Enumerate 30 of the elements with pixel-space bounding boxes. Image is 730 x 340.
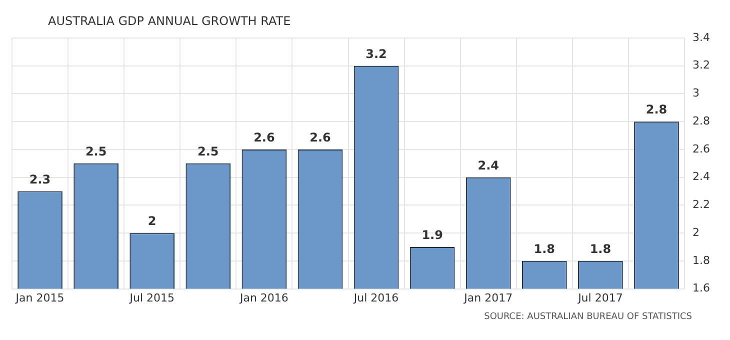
y-tick-label: 2.6 xyxy=(692,142,710,156)
data-label: 2.6 xyxy=(310,130,331,145)
x-tick-label: Jul 2016 xyxy=(352,291,399,304)
data-label: 1.9 xyxy=(422,228,443,242)
x-tick-label: Jan 2017 xyxy=(463,291,513,304)
y-tick-label: 2 xyxy=(692,226,700,239)
data-label: 2.3 xyxy=(29,172,51,186)
data-label: 3.2 xyxy=(366,46,387,61)
data-label: 2.6 xyxy=(254,130,275,145)
data-label: 1.8 xyxy=(590,242,612,256)
x-tick-label: Jul 2017 xyxy=(577,291,623,304)
x-tick-label: Jul 2015 xyxy=(128,291,174,304)
y-tick-label: 2.2 xyxy=(692,198,710,212)
y-tick-label: 3.2 xyxy=(692,58,710,72)
y-tick-label: 3.4 xyxy=(692,30,710,44)
y-tick-label: 3 xyxy=(692,86,700,100)
source-note: SOURCE: AUSTRALIAN BUREAU OF STATISTICS xyxy=(484,312,692,322)
x-tick-label: Jan 2016 xyxy=(238,291,288,304)
data-label: 2 xyxy=(148,214,156,228)
data-label: 2.5 xyxy=(85,144,107,159)
y-tick-label: 1.8 xyxy=(692,254,710,267)
chart-title: AUSTRALIA GDP ANNUAL GROWTH RATE xyxy=(48,14,291,28)
y-tick-label: 2.4 xyxy=(692,170,710,184)
data-label: 2.8 xyxy=(646,102,668,117)
x-tick-label: Jan 2015 xyxy=(14,291,64,304)
data-label: 2.5 xyxy=(198,144,219,159)
data-label: 2.4 xyxy=(478,158,499,172)
y-tick-label: 2.8 xyxy=(692,114,710,128)
y-tick-label: 1.6 xyxy=(692,282,710,295)
data-label: 1.8 xyxy=(534,242,556,256)
